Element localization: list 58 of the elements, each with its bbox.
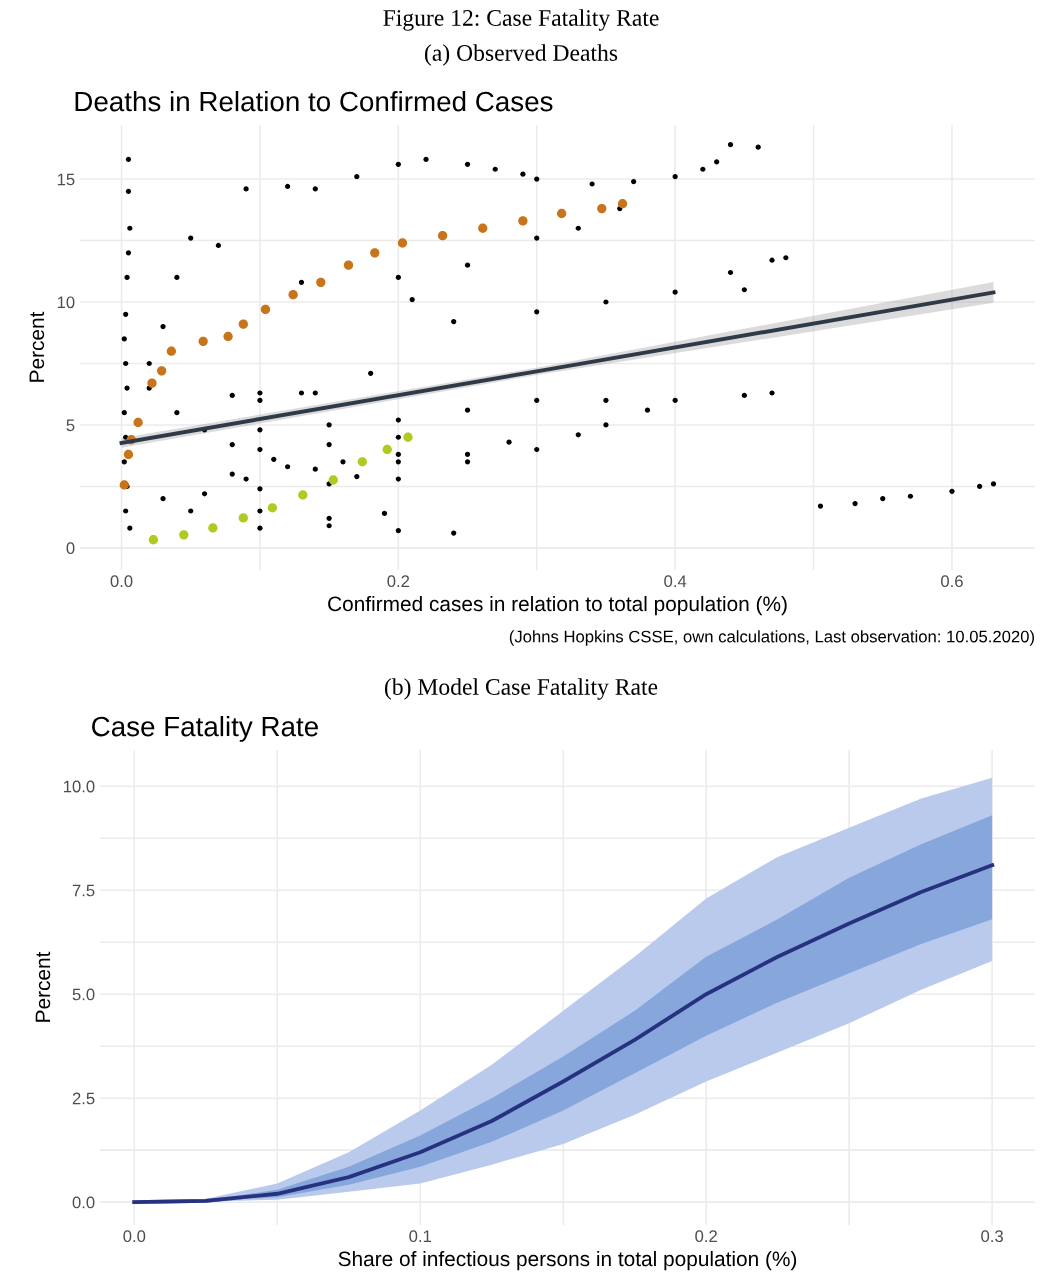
- x-tick-label: 0.0: [110, 575, 133, 588]
- chart-subtitle: (b) Model Case Fatality Rate: [384, 678, 658, 700]
- y-tick-label: 15: [57, 173, 75, 186]
- point: [267, 503, 278, 513]
- y-tick-label: 0: [66, 542, 75, 555]
- point: [147, 378, 157, 388]
- point: [382, 444, 392, 455]
- point: [298, 490, 308, 500]
- x-tick-label: 0.2: [387, 575, 410, 588]
- point: [123, 449, 134, 460]
- point: [208, 523, 218, 533]
- point: [238, 513, 248, 523]
- y-tick-label: 10: [57, 296, 75, 309]
- y-tick-label: 0.0: [72, 1196, 95, 1209]
- x-tick-label: 0.1: [409, 1230, 432, 1243]
- point: [260, 304, 271, 315]
- point: [437, 230, 448, 241]
- chart-title: Deaths in Relation to Confirmed Cases: [75, 90, 553, 112]
- x-axis-title: Share of infectious persons in total population (%): [338, 1250, 797, 1271]
- point: [148, 535, 159, 545]
- x-axis-title: Confirmed cases in relation to total population (%): [328, 595, 787, 616]
- y-axis-title: Percent: [35, 951, 51, 1022]
- y-tick-label: 7.5: [72, 884, 95, 897]
- y-tick-label: 5: [66, 419, 75, 432]
- point: [166, 346, 177, 356]
- point: [403, 432, 413, 442]
- text: (Johns Hopkins CSSE, own calculations, Last observation: 10.05.2020): [509, 630, 1034, 646]
- point: [370, 248, 380, 258]
- point: [518, 216, 528, 226]
- point: [198, 336, 208, 347]
- x-tick-label: 0.0: [123, 1230, 146, 1243]
- point: [316, 277, 326, 288]
- point: [357, 457, 368, 467]
- y-tick-label: 2.5: [72, 1092, 95, 1105]
- point: [343, 260, 354, 270]
- point: [238, 319, 248, 329]
- chart-title: Case Fatality Rate: [92, 715, 318, 742]
- x-tick-label: 0.3: [981, 1230, 1003, 1243]
- caption: Figure 12: Case Fatality Rate: [383, 9, 659, 31]
- x-tick-label: 0.6: [941, 575, 963, 588]
- point: [478, 223, 488, 233]
- point: [223, 331, 233, 342]
- point: [133, 417, 143, 428]
- y-tick-label: 5.0: [72, 988, 95, 1001]
- point: [617, 199, 628, 209]
- point: [597, 203, 607, 214]
- y-axis-title: Percent: [29, 311, 45, 382]
- point: [119, 480, 129, 490]
- point: [179, 530, 189, 540]
- x-tick-label: 0.4: [664, 575, 687, 588]
- y-tick-label: 10.0: [63, 780, 95, 793]
- point: [397, 238, 408, 248]
- point: [556, 208, 567, 219]
- x-tick-label: 0.2: [695, 1230, 717, 1243]
- point: [157, 366, 167, 376]
- chart-subtitle: (a) Observed Deaths: [425, 44, 618, 66]
- point: [288, 289, 298, 300]
- point: [328, 475, 338, 485]
